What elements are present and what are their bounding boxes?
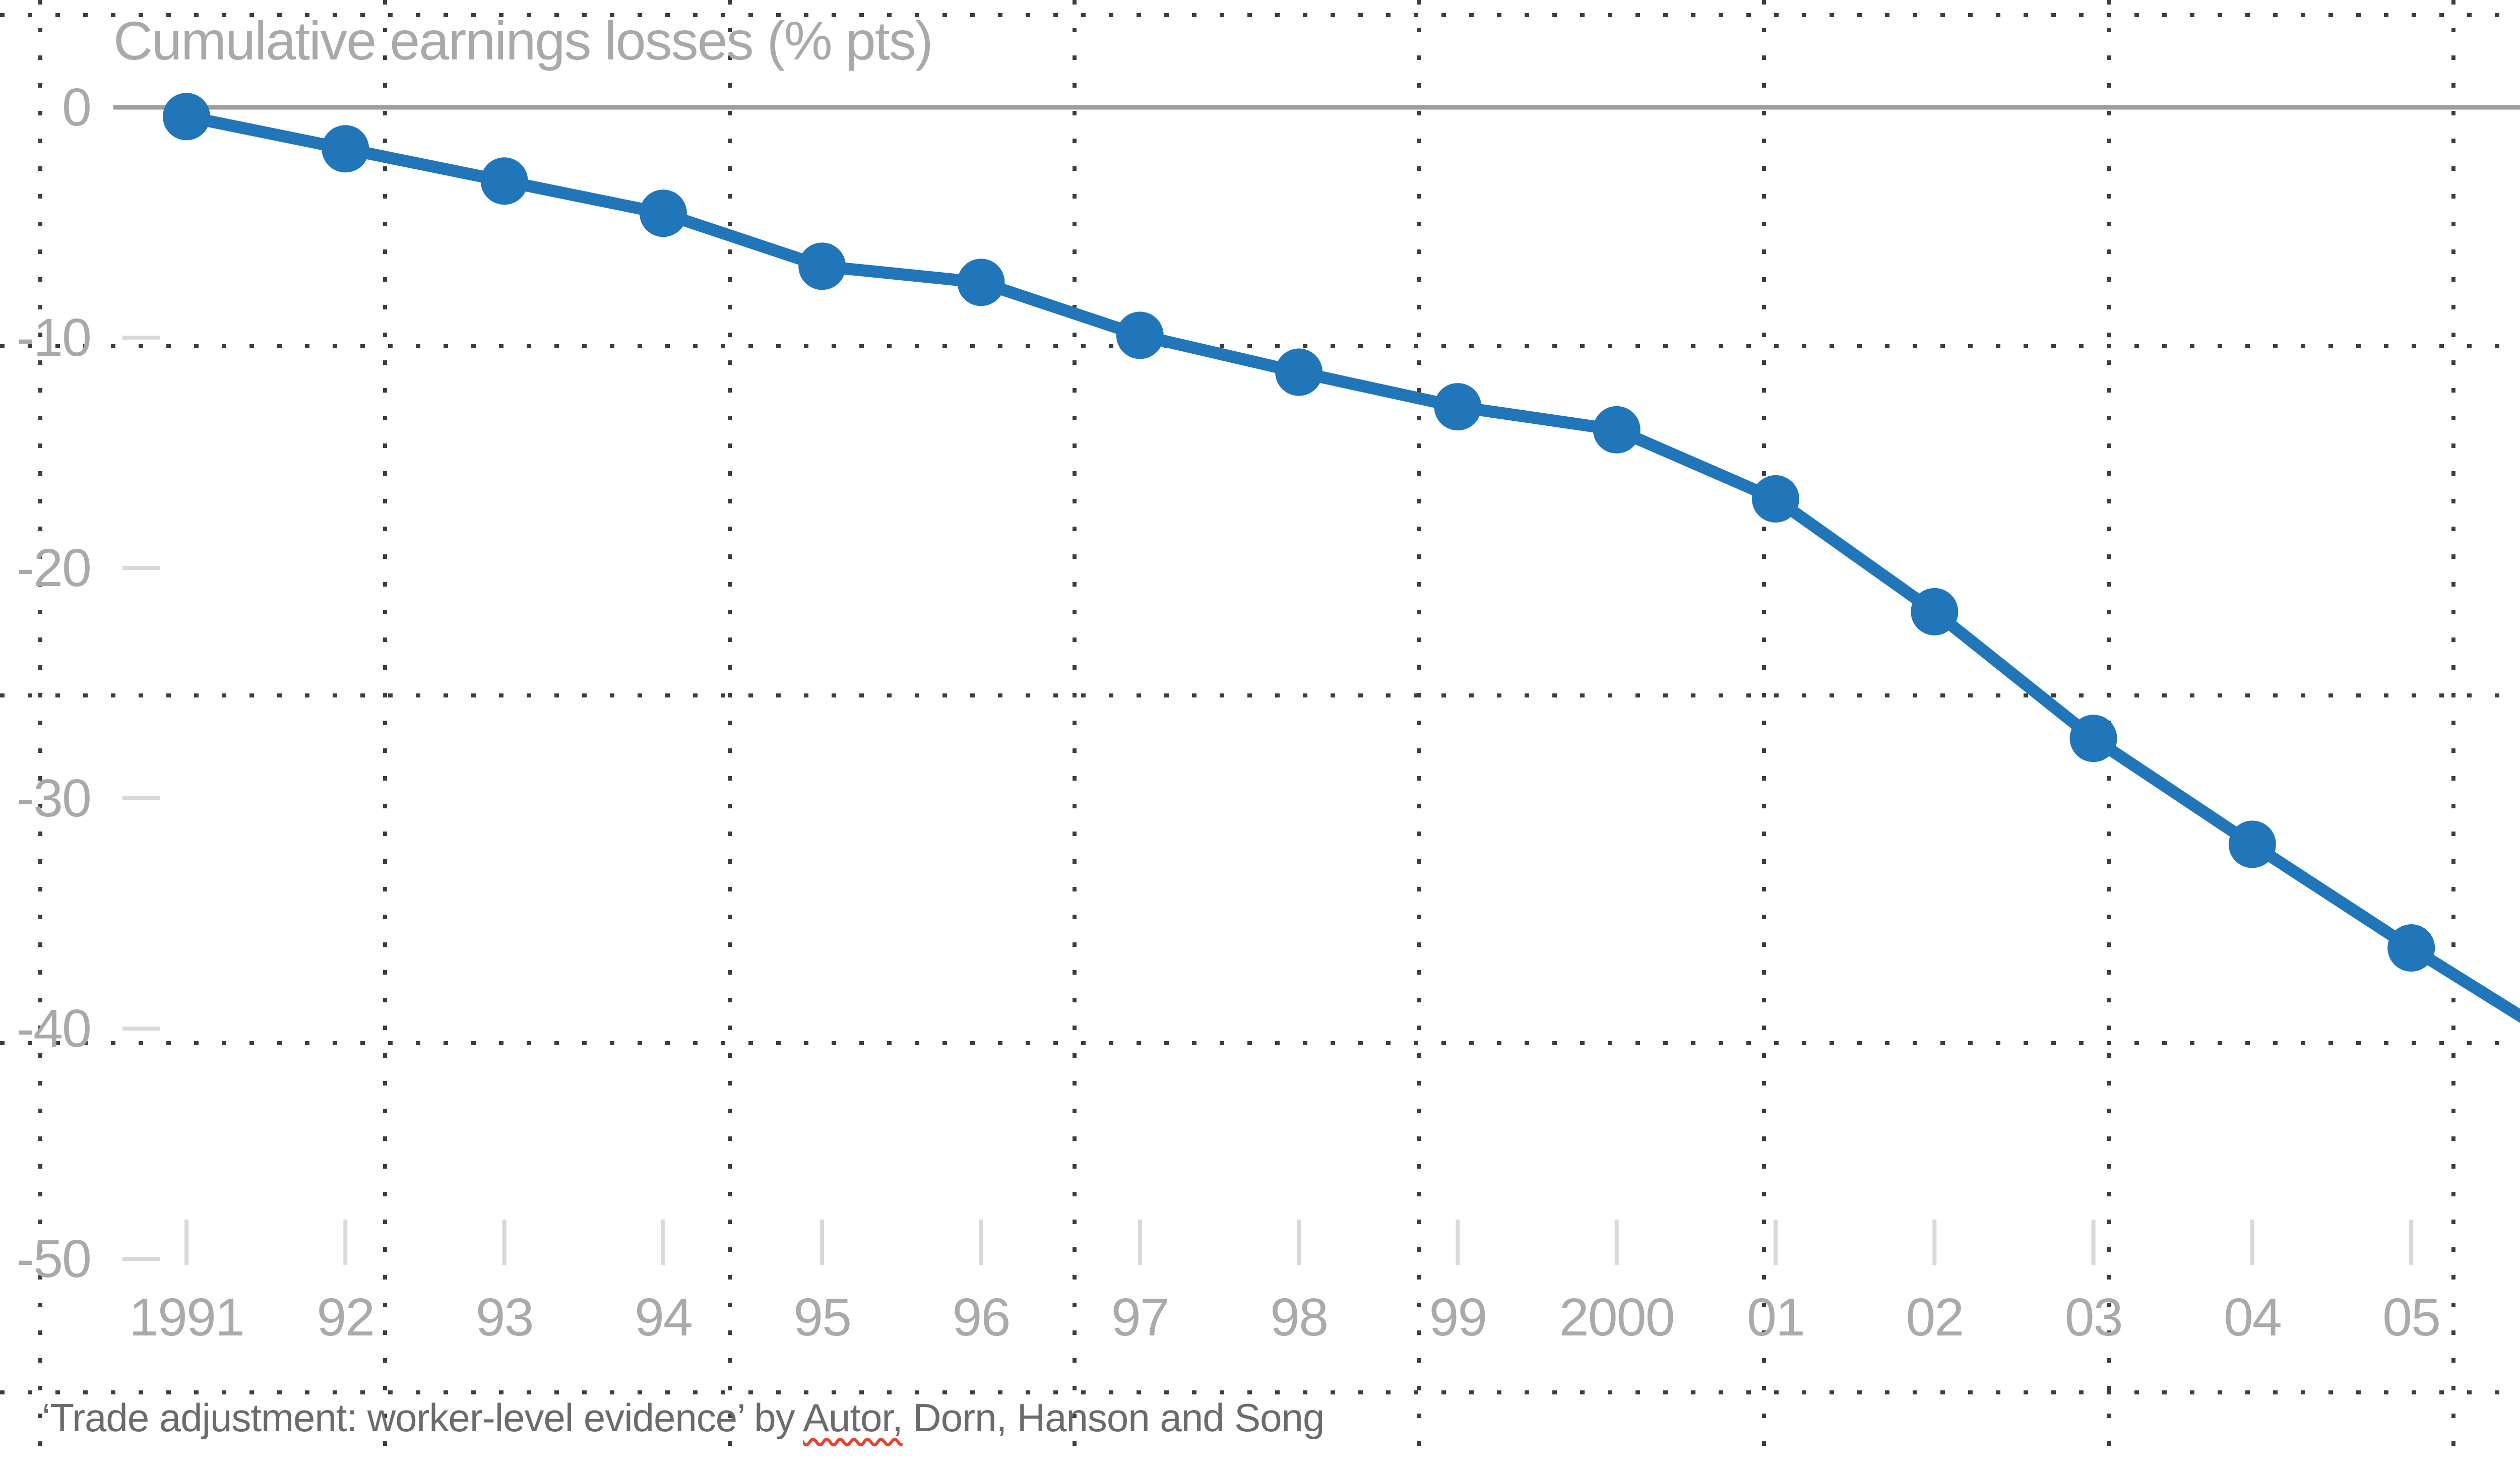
data-point-marker	[480, 157, 528, 205]
data-point-marker	[639, 189, 687, 237]
x-axis-label: 1991	[129, 1288, 245, 1347]
data-series-line	[163, 93, 2520, 1023]
x-axis-label: 96	[952, 1288, 1011, 1347]
data-point-marker	[798, 242, 846, 290]
data-point-marker	[1911, 588, 1959, 635]
y-axis-label: -20	[16, 538, 92, 598]
source-text-prefix: ‘Trade adjustment: worker-level evidence…	[42, 1395, 803, 1440]
data-point-marker	[1593, 406, 1641, 454]
x-axis-label: 98	[1270, 1288, 1329, 1347]
x-axis-label: 06	[2490, 1286, 2520, 1349]
x-axis-label: 05	[2382, 1288, 2441, 1347]
y-axis-label: -30	[16, 769, 92, 828]
data-point-marker	[1434, 383, 1482, 431]
y-axis-label: 0	[62, 78, 92, 137]
x-axis-label: 04	[2223, 1288, 2282, 1347]
y-axis-label: -50	[16, 1229, 92, 1289]
x-axis-label: 2000	[1559, 1288, 1675, 1347]
data-point-marker	[163, 93, 210, 141]
spellcheck-flagged-word[interactable]: Autor,	[802, 1395, 903, 1440]
x-axis-label: 02	[1906, 1288, 1964, 1347]
x-axis-label: 93	[475, 1288, 534, 1347]
source-text-suffix: Dorn, Hanson and Song	[902, 1395, 1325, 1440]
x-axis-label: 94	[634, 1288, 693, 1347]
x-axis-label: 95	[793, 1288, 852, 1347]
x-axis-label: 99	[1429, 1288, 1487, 1347]
data-point-marker	[1116, 311, 1164, 359]
series-polyline	[180, 110, 2520, 1023]
data-point-marker	[1275, 348, 1323, 396]
data-point-marker	[1752, 475, 1799, 523]
data-point-marker	[2387, 924, 2435, 972]
source-note[interactable]: ‘Trade adjustment: worker-level evidence…	[42, 1395, 1325, 1441]
x-axis-label: 92	[317, 1288, 375, 1347]
data-point-marker	[2228, 820, 2276, 868]
y-axis-label: -40	[16, 999, 92, 1058]
data-point-marker	[957, 259, 1005, 306]
chart-title[interactable]: Cumulative earnings losses (% pts)	[113, 10, 933, 71]
x-axis-label: 01	[1747, 1288, 1805, 1347]
data-point-marker	[322, 125, 369, 173]
x-axis-label: 97	[1111, 1288, 1170, 1347]
chart-axes	[113, 105, 2520, 1265]
x-axis-label: 03	[2064, 1288, 2123, 1347]
data-point-marker	[2069, 715, 2117, 762]
y-axis-label: -10	[16, 308, 92, 367]
